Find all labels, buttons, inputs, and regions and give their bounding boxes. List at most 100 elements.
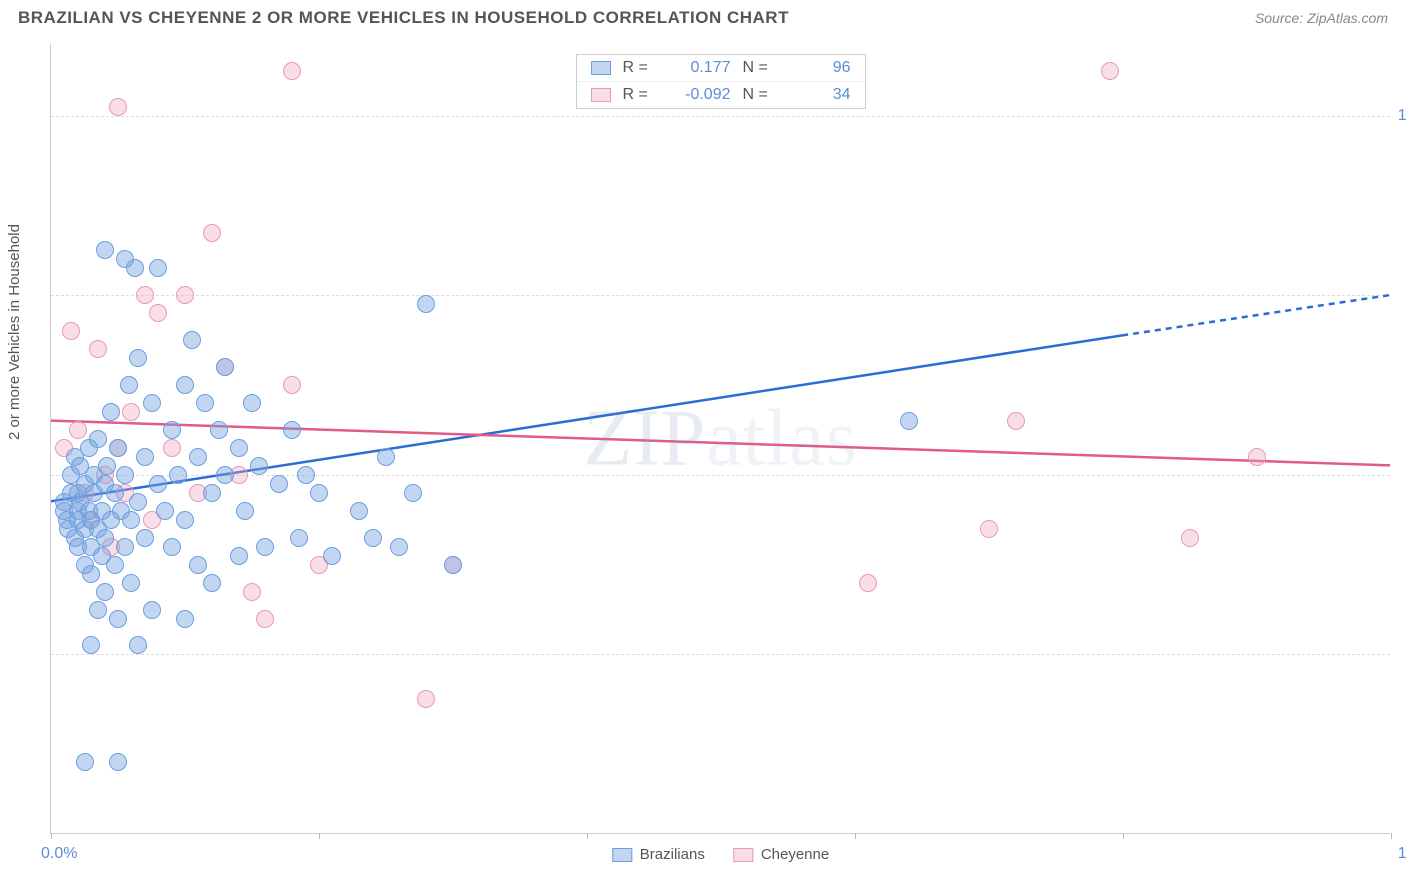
scatter-point-brazilians <box>196 394 214 412</box>
scatter-point-brazilians <box>116 250 134 268</box>
scatter-point-cheyenne <box>89 340 107 358</box>
scatter-point-brazilians <box>310 484 328 502</box>
scatter-point-brazilians <box>189 448 207 466</box>
legend-stat-row: R = -0.092 N = 34 <box>577 81 865 108</box>
legend-series-label: Cheyenne <box>761 846 829 863</box>
scatter-point-brazilians <box>230 547 248 565</box>
legend-swatch <box>591 88 611 102</box>
legend-n-value: 34 <box>791 86 851 104</box>
scatter-point-cheyenne <box>859 574 877 592</box>
x-tick <box>319 833 320 839</box>
scatter-point-cheyenne <box>1248 448 1266 466</box>
legend-r-label: R = <box>623 59 659 77</box>
scatter-point-brazilians <box>96 241 114 259</box>
scatter-point-brazilians <box>176 511 194 529</box>
scatter-point-cheyenne <box>243 583 261 601</box>
scatter-point-brazilians <box>96 583 114 601</box>
legend-swatch <box>591 61 611 75</box>
scatter-point-cheyenne <box>1007 412 1025 430</box>
scatter-point-cheyenne <box>203 224 221 242</box>
gridline-h <box>51 116 1390 117</box>
scatter-point-brazilians <box>176 376 194 394</box>
scatter-point-brazilians <box>89 430 107 448</box>
gridline-h <box>51 654 1390 655</box>
legend-r-label: R = <box>623 86 659 104</box>
scatter-point-cheyenne <box>109 98 127 116</box>
scatter-point-brazilians <box>183 331 201 349</box>
scatter-point-brazilians <box>149 475 167 493</box>
scatter-point-brazilians <box>76 753 94 771</box>
scatter-point-brazilians <box>156 502 174 520</box>
scatter-point-cheyenne <box>1101 62 1119 80</box>
legend-n-label: N = <box>743 86 779 104</box>
legend-swatch <box>612 848 632 862</box>
x-tick <box>1123 833 1124 839</box>
scatter-point-brazilians <box>116 466 134 484</box>
y-axis-label: 2 or more Vehicles in Household <box>6 224 23 440</box>
gridline-h <box>51 295 1390 296</box>
scatter-point-brazilians <box>143 601 161 619</box>
x-tick <box>855 833 856 839</box>
scatter-point-brazilians <box>163 538 181 556</box>
scatter-point-cheyenne <box>283 376 301 394</box>
scatter-point-cheyenne <box>256 610 274 628</box>
scatter-point-brazilians <box>216 466 234 484</box>
scatter-point-brazilians <box>82 636 100 654</box>
scatter-point-brazilians <box>82 565 100 583</box>
scatter-point-brazilians <box>116 538 134 556</box>
scatter-point-brazilians <box>270 475 288 493</box>
legend-series-item: Cheyenne <box>733 846 829 863</box>
scatter-point-cheyenne <box>417 690 435 708</box>
scatter-point-brazilians <box>390 538 408 556</box>
regression-lines <box>51 44 1390 833</box>
watermark: ZIPatlas <box>583 393 858 484</box>
y-tick-label: 100.0% <box>1398 107 1406 125</box>
chart-title: BRAZILIAN VS CHEYENNE 2 OR MORE VEHICLES… <box>18 8 789 28</box>
scatter-point-brazilians <box>109 439 127 457</box>
legend-r-value: 0.177 <box>671 59 731 77</box>
scatter-point-brazilians <box>283 421 301 439</box>
gridline-h <box>51 475 1390 476</box>
x-tick <box>587 833 588 839</box>
scatter-point-cheyenne <box>149 304 167 322</box>
scatter-point-brazilians <box>189 556 207 574</box>
x-axis-max-label: 100.0% <box>1398 845 1406 863</box>
scatter-point-brazilians <box>106 484 124 502</box>
scatter-point-brazilians <box>417 295 435 313</box>
legend-swatch <box>733 848 753 862</box>
x-axis-min-label: 0.0% <box>41 845 77 863</box>
scatter-point-brazilians <box>120 376 138 394</box>
scatter-point-brazilians <box>216 358 234 376</box>
legend-stat-row: R =0.177N =96 <box>577 55 865 81</box>
plot-area: 40.0%60.0%80.0%100.0% ZIPatlas R =0.177N… <box>50 44 1390 834</box>
legend-r-value: -0.092 <box>671 86 731 104</box>
scatter-point-brazilians <box>122 574 140 592</box>
scatter-point-brazilians <box>176 610 194 628</box>
scatter-point-cheyenne <box>980 520 998 538</box>
scatter-point-brazilians <box>900 412 918 430</box>
scatter-point-brazilians <box>323 547 341 565</box>
scatter-point-brazilians <box>89 601 107 619</box>
scatter-point-cheyenne <box>163 439 181 457</box>
legend-stats: R =0.177N =96R =-0.092N =34 <box>576 54 866 109</box>
scatter-point-brazilians <box>96 529 114 547</box>
scatter-point-brazilians <box>129 349 147 367</box>
scatter-point-brazilians <box>102 403 120 421</box>
scatter-point-brazilians <box>143 394 161 412</box>
scatter-point-brazilians <box>364 529 382 547</box>
scatter-point-brazilians <box>169 466 187 484</box>
legend-series-item: Brazilians <box>612 846 705 863</box>
scatter-point-brazilians <box>230 439 248 457</box>
scatter-point-cheyenne <box>69 421 87 439</box>
legend-n-label: N = <box>743 59 779 77</box>
scatter-point-cheyenne <box>283 62 301 80</box>
source-label: Source: ZipAtlas.com <box>1255 10 1388 26</box>
scatter-point-brazilians <box>210 421 228 439</box>
scatter-point-brazilians <box>404 484 422 502</box>
scatter-point-brazilians <box>163 421 181 439</box>
scatter-point-brazilians <box>129 493 147 511</box>
scatter-point-brazilians <box>350 502 368 520</box>
scatter-point-brazilians <box>122 511 140 529</box>
scatter-point-cheyenne <box>1181 529 1199 547</box>
scatter-point-cheyenne <box>62 322 80 340</box>
